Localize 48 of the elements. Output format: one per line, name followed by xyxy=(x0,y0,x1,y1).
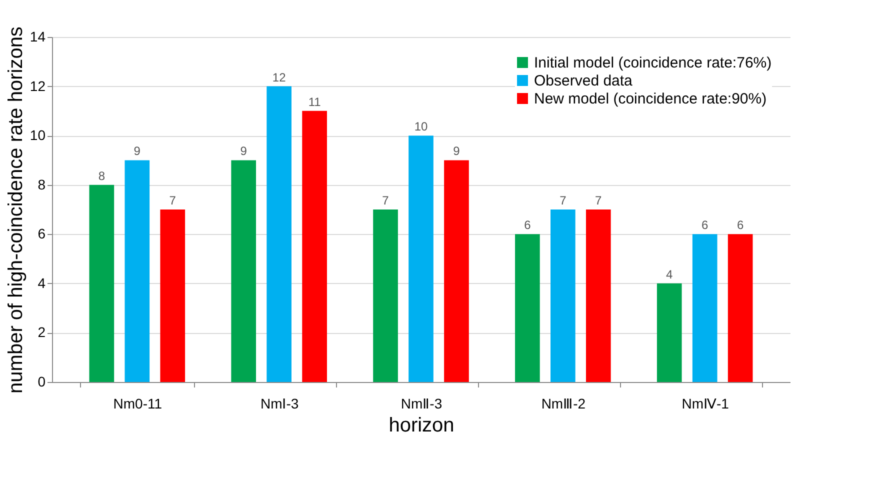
data-label: 6 xyxy=(524,218,532,232)
data-label: 8 xyxy=(98,168,106,183)
bar xyxy=(728,234,753,382)
x-axis-title: horizon xyxy=(388,414,454,436)
y-tick-label: 14 xyxy=(30,28,46,44)
bar xyxy=(550,210,576,382)
data-label: 9 xyxy=(134,144,141,158)
data-label: 9 xyxy=(240,144,248,158)
data-label: 11 xyxy=(308,94,322,109)
bar xyxy=(444,160,469,382)
data-label: 7 xyxy=(382,194,390,208)
bar xyxy=(124,160,150,382)
data-label: 12 xyxy=(272,70,286,84)
bar xyxy=(408,136,434,382)
legend-label: Observed data xyxy=(534,72,634,90)
data-label: 6 xyxy=(702,218,708,232)
bar xyxy=(692,234,718,382)
y-tick-label: 2 xyxy=(38,324,46,340)
x-tick-label: NmⅣ-1 xyxy=(682,396,730,412)
x-tick-label: Nm0-11 xyxy=(113,396,162,412)
y-tick-label: 8 xyxy=(38,176,46,192)
data-label: 4 xyxy=(666,267,674,282)
y-axis-title: number of high-coincidence rate horizons xyxy=(4,26,27,394)
data-label: 7 xyxy=(560,194,567,208)
data-label: 7 xyxy=(595,194,602,208)
data-label: 9 xyxy=(453,144,460,158)
data-label: 6 xyxy=(736,218,744,232)
bar xyxy=(160,210,186,382)
y-tick-label: 10 xyxy=(30,127,46,144)
x-tick-label: NmⅢ-2 xyxy=(541,396,586,412)
x-tick-label: NmⅡ-3 xyxy=(400,396,442,412)
y-tick-label: 12 xyxy=(30,78,46,94)
legend-label: New model (coincidence rate:90%) xyxy=(534,90,767,108)
x-tick-label: NmⅠ-3 xyxy=(260,396,299,412)
data-label: 7 xyxy=(169,194,176,208)
y-tick-label: 6 xyxy=(38,226,46,242)
bar xyxy=(266,86,292,382)
bar xyxy=(515,234,540,382)
bar xyxy=(373,210,398,382)
data-label: 10 xyxy=(414,120,428,134)
y-tick-label: 0 xyxy=(38,374,46,390)
legend-label: Initial model (coincidence rate:76%) xyxy=(534,54,772,72)
y-tick-label: 4 xyxy=(38,274,46,291)
bar xyxy=(231,160,256,382)
bar xyxy=(89,184,114,382)
bar xyxy=(656,283,682,382)
bar xyxy=(302,110,327,382)
bar xyxy=(586,210,611,382)
